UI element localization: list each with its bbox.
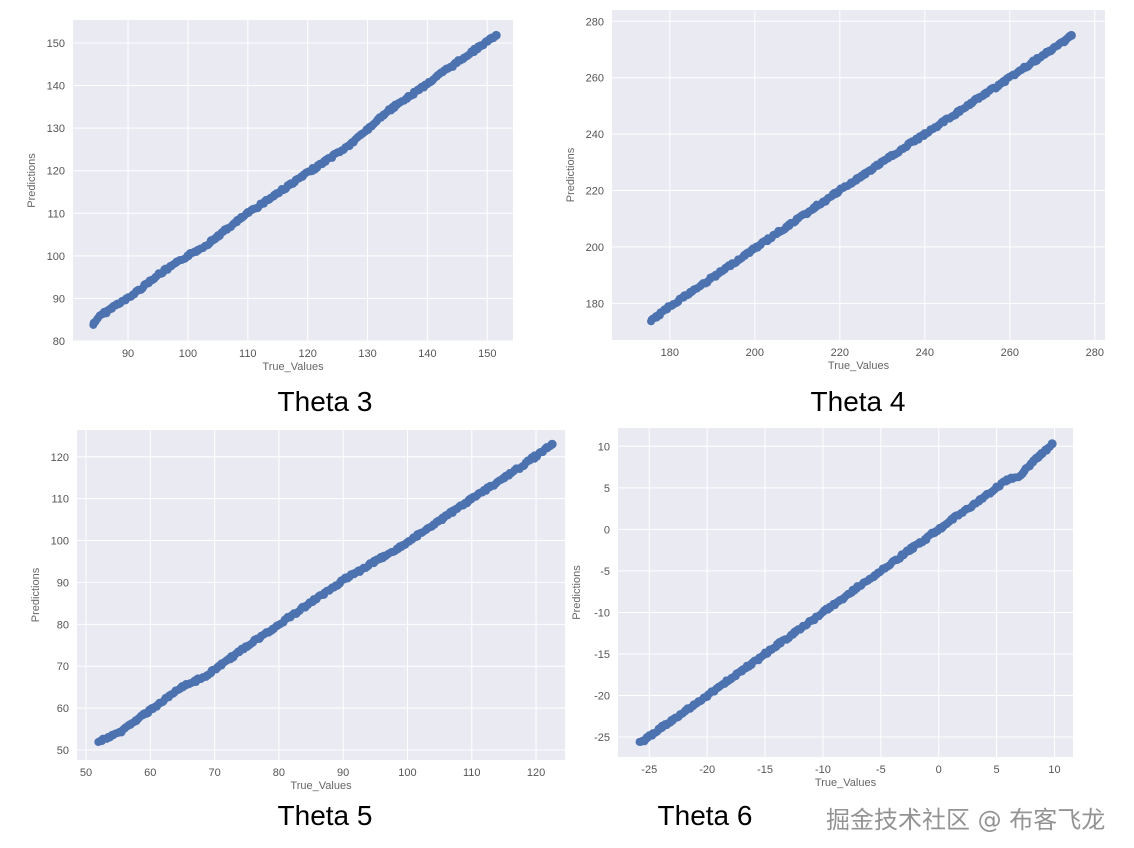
- y-tick-label: 130: [47, 123, 65, 135]
- caption-theta-6: Theta 6: [657, 800, 753, 831]
- x-tick-label: -20: [699, 764, 715, 776]
- y-tick-label: 120: [51, 452, 69, 464]
- y-tick-label: 180: [586, 298, 604, 310]
- caption-theta-3: Theta 3: [277, 386, 373, 417]
- data-point: [491, 30, 501, 40]
- subplot-2: 180 200 220 240 260 280 180 200 220 240 260 280 True…: [565, 10, 1105, 372]
- x-tick-label: 0: [936, 764, 942, 776]
- x-tick-label: 280: [1086, 347, 1104, 359]
- x-tick-label: 110: [463, 767, 481, 779]
- y-tick-label: 100: [51, 536, 69, 548]
- y-tick-label: 80: [57, 619, 69, 631]
- y-axis-label: Predictions: [30, 567, 42, 622]
- x-tick-label: 10: [1048, 764, 1060, 776]
- x-axis-label: True_Values: [290, 780, 352, 792]
- y-axis-label: Predictions: [26, 153, 38, 208]
- x-tick-label: 60: [144, 767, 156, 779]
- y-tick-label: 120: [47, 166, 65, 178]
- y-tick-label: 70: [57, 661, 69, 673]
- x-tick-label: 100: [179, 348, 197, 360]
- y-tick-label: 5: [604, 483, 610, 495]
- x-tick-label: 120: [298, 348, 316, 360]
- x-tick-label: 110: [239, 348, 257, 360]
- y-tick-label: 10: [598, 441, 610, 453]
- x-tick-label: 120: [527, 767, 545, 779]
- caption-theta-5: Theta 5: [277, 800, 373, 831]
- x-tick-label: 180: [661, 347, 679, 359]
- x-tick-label: 140: [418, 348, 436, 360]
- x-tick-label: -5: [876, 764, 886, 776]
- y-axis-label: Predictions: [565, 147, 577, 202]
- y-tick-label: 140: [47, 81, 65, 93]
- x-tick-label: -10: [815, 764, 831, 776]
- data-point: [1047, 439, 1057, 449]
- y-tick-label: 200: [586, 242, 604, 254]
- y-tick-label: -5: [600, 566, 610, 578]
- x-tick-label: 260: [1001, 347, 1019, 359]
- x-axis-label: True_Values: [828, 360, 890, 372]
- subplot-3: 50 60 70 80 90 100 110 120 50 60 70 80 90 100 110 120 Tr…: [30, 430, 565, 792]
- x-tick-label: -25: [641, 764, 657, 776]
- y-axis-label: Predictions: [571, 565, 583, 620]
- y-tick-label: 90: [57, 577, 69, 589]
- subplot-1: 90 100 110 120 130 140 150 80 90 100 110 120 130 140 1…: [26, 20, 513, 373]
- y-tick-label: 240: [586, 129, 604, 141]
- y-tick-label: -10: [594, 607, 610, 619]
- data-point: [547, 439, 557, 449]
- x-axis-label: True_Values: [262, 361, 324, 373]
- watermark: 掘金技术社区 @ 布客飞龙: [826, 806, 1106, 834]
- x-tick-label: 90: [122, 348, 134, 360]
- x-axis-label: True_Values: [815, 777, 877, 789]
- y-tick-label: 0: [604, 524, 610, 536]
- y-tick-label: -15: [594, 649, 610, 661]
- x-tick-label: 130: [358, 348, 376, 360]
- subplot-4: -25 -20 -15 -10 -5 0 5 10 -25 -20 -15 -10 -5 0 5 10 True…: [571, 428, 1073, 789]
- y-tick-label: 80: [53, 336, 65, 348]
- y-tick-label: 110: [51, 494, 69, 506]
- x-tick-label: 70: [208, 767, 220, 779]
- y-tick-label: 50: [57, 745, 69, 757]
- y-tick-label: 260: [586, 73, 604, 85]
- x-tick-label: 200: [746, 347, 764, 359]
- x-tick-label: 90: [337, 767, 349, 779]
- x-tick-label: 80: [273, 767, 285, 779]
- y-tick-label: 60: [57, 703, 69, 715]
- y-tick-label: 280: [586, 16, 604, 28]
- x-tick-label: 150: [478, 348, 496, 360]
- caption-theta-4: Theta 4: [810, 386, 906, 417]
- x-tick-label: 50: [80, 767, 92, 779]
- y-tick-label: 90: [53, 293, 65, 305]
- y-tick-label: 100: [47, 251, 65, 263]
- y-tick-label: 150: [47, 38, 65, 50]
- y-tick-label: -20: [594, 691, 610, 703]
- data-point: [1066, 30, 1076, 40]
- y-tick-label: 220: [586, 186, 604, 198]
- x-tick-label: 5: [994, 764, 1000, 776]
- x-tick-label: 240: [916, 347, 934, 359]
- x-tick-label: -15: [757, 764, 773, 776]
- y-tick-label: -25: [594, 732, 610, 744]
- x-tick-label: 220: [831, 347, 849, 359]
- y-tick-label: 110: [47, 208, 65, 220]
- x-tick-label: 100: [398, 767, 416, 779]
